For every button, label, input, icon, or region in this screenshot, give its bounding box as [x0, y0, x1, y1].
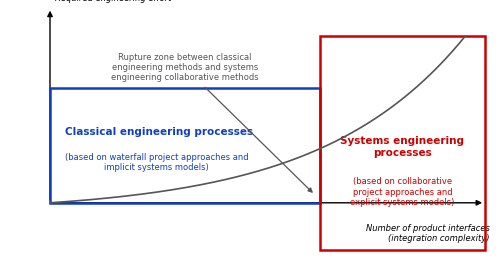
Text: Number of product interfaces
(integration complexity): Number of product interfaces (integratio… — [366, 224, 490, 243]
Bar — [320, 36, 485, 250]
Text: (based on waterfall project approaches and
implicit systems models): (based on waterfall project approaches a… — [65, 153, 248, 172]
Text: Required engineering effort: Required engineering effort — [55, 0, 172, 3]
Text: (based on collaborative
project approaches and
explicit systems models): (based on collaborative project approach… — [350, 177, 455, 207]
Bar — [50, 88, 320, 203]
Text: Classical engineering processes: Classical engineering processes — [65, 127, 253, 137]
Text: Systems engineering
processes: Systems engineering processes — [340, 136, 464, 158]
Text: Rupture zone between classical
engineering methods and systems
engineering colla: Rupture zone between classical engineeri… — [111, 53, 312, 192]
